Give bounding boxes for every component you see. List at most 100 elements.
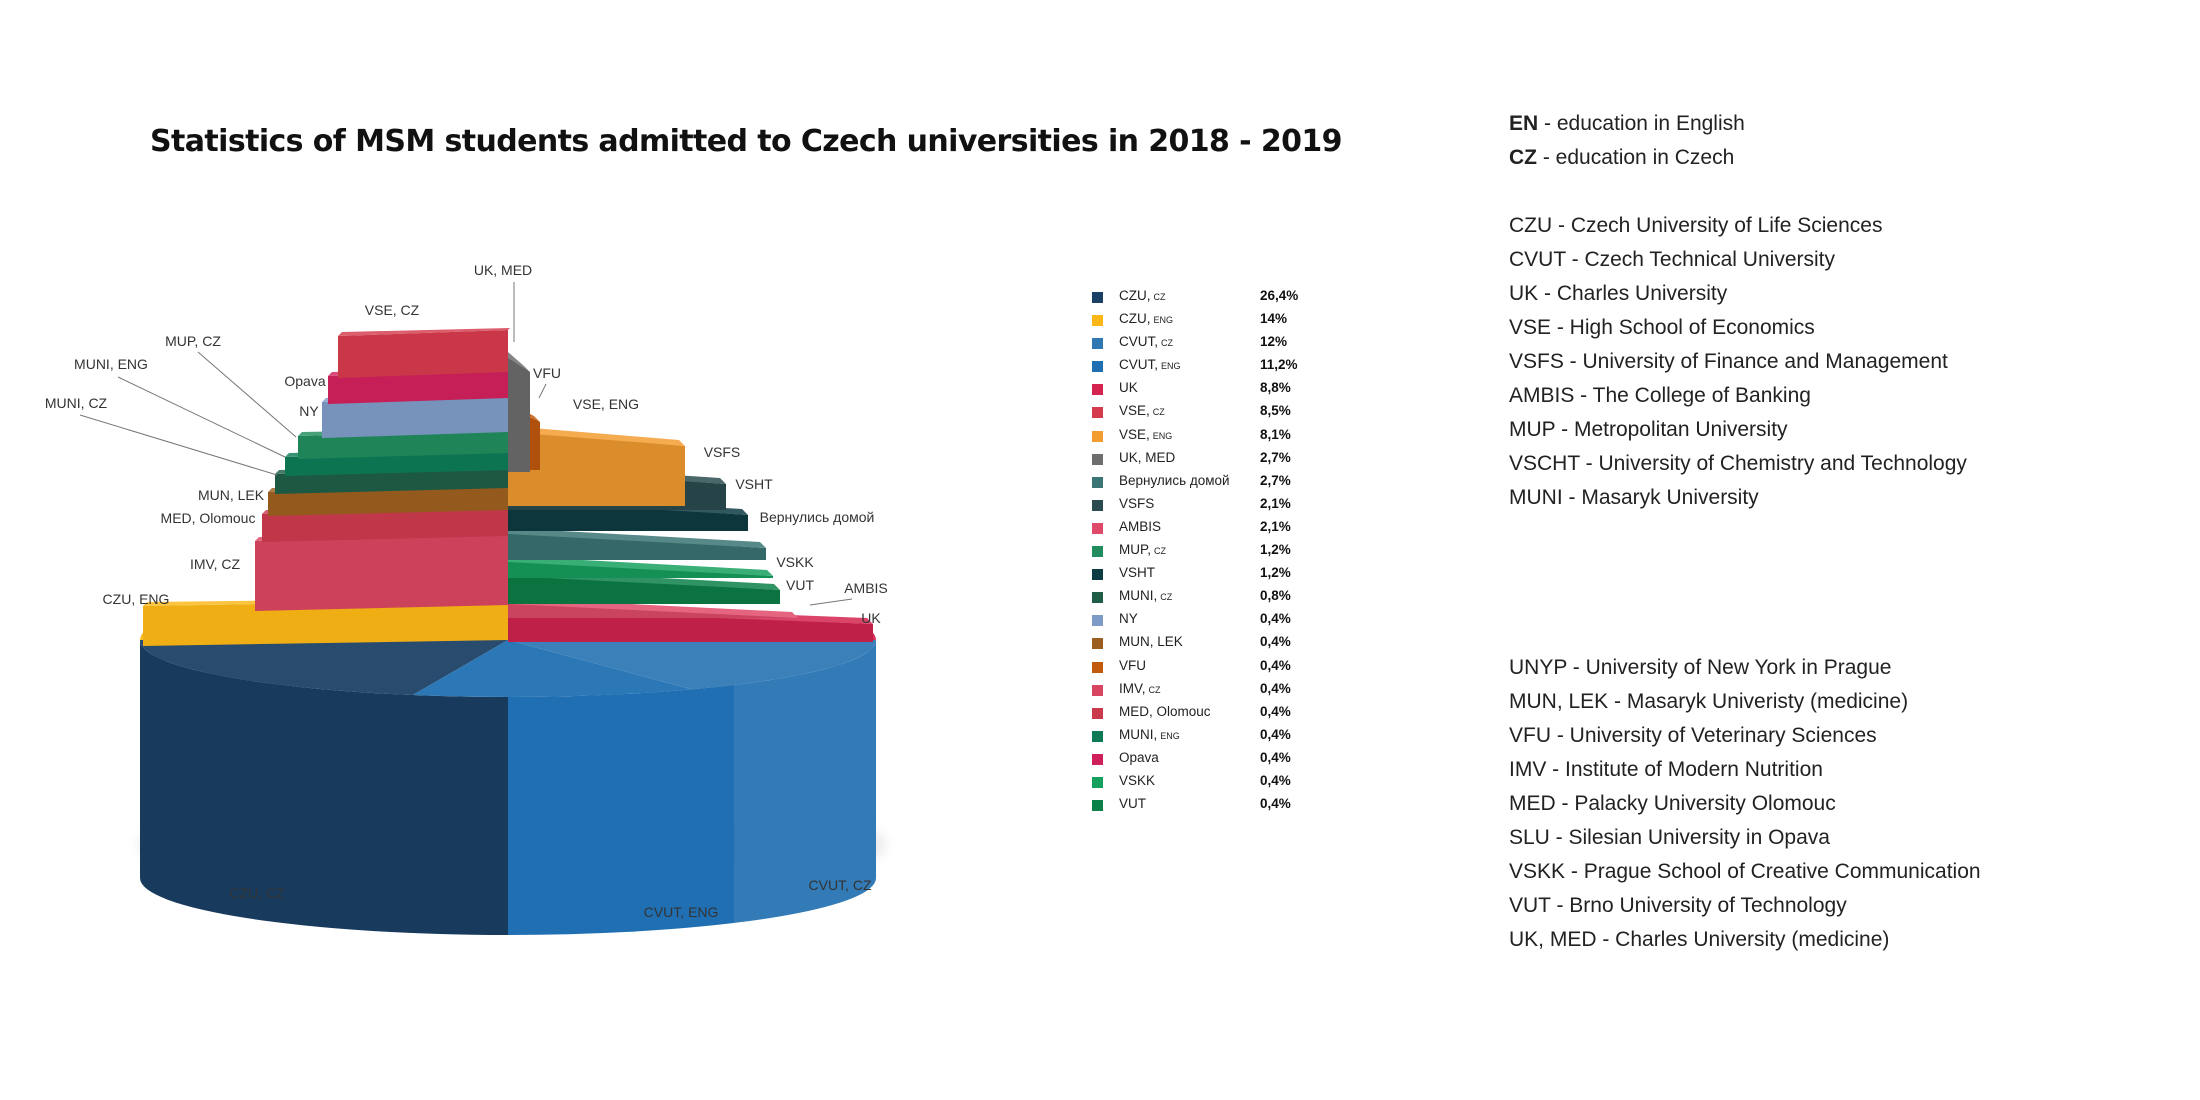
pie-label: VSHT bbox=[735, 476, 773, 492]
pie-chart: UK, MED VSE, CZ MUP, CZ MUNI, ENG Opava NY MUN… bbox=[45, 262, 888, 935]
pie-label: VSE, ENG bbox=[573, 396, 639, 412]
legend-value: 2,1% bbox=[1260, 518, 1291, 534]
glossary-line: UK - Charles University bbox=[1509, 282, 1728, 305]
legend-label: MUN, LEK bbox=[1119, 634, 1183, 650]
glossary-line: CZU - Czech University of Life Sciences bbox=[1509, 214, 1883, 237]
legend-item: MUNI, ENG 0,4% bbox=[1092, 726, 1332, 749]
legend-value: 1,2% bbox=[1260, 542, 1291, 558]
legend-swatch bbox=[1092, 384, 1103, 396]
pie-label: CZU, ENG bbox=[103, 591, 170, 607]
pie-label: VUT bbox=[786, 577, 814, 593]
pie-slice-imv-cz bbox=[255, 533, 510, 611]
glossary-line: MUN, LEK - Masaryk Univeristy (medicine) bbox=[1509, 690, 1909, 713]
pie-top-cvut-eng bbox=[412, 640, 692, 697]
legend-swatch bbox=[1092, 800, 1103, 812]
legend-label: VSFS bbox=[1119, 495, 1155, 511]
leader-line bbox=[117, 376, 286, 458]
legend-label: Вернулись домой bbox=[1119, 472, 1230, 488]
legend-value: 2,7% bbox=[1260, 449, 1291, 465]
legend-label: CZU, CZ bbox=[1119, 288, 1166, 303]
legend-label: MUNI, CZ bbox=[1119, 588, 1173, 604]
legend-label: UK bbox=[1119, 380, 1138, 396]
pie-label: VSKK bbox=[776, 554, 814, 570]
glossary-spacer bbox=[1509, 520, 1981, 656]
leader-line bbox=[809, 598, 853, 606]
chart-title: Statistics of MSM students admitted to C… bbox=[150, 124, 1343, 159]
legend-label: VSE, CZ bbox=[1119, 403, 1165, 419]
glossary-spacer bbox=[1509, 180, 1981, 214]
legend-label: CVUT, CZ bbox=[1119, 334, 1174, 350]
legend-value: 0,4% bbox=[1260, 703, 1291, 719]
glossary-block-more-universities: UNYP - University of New York in Prague M… bbox=[1509, 656, 1981, 962]
legend-item: UK, MED 2,7% bbox=[1092, 449, 1332, 472]
glossary-line: SLU - Silesian University in Opava bbox=[1509, 826, 1830, 849]
legend-label: VSHT bbox=[1119, 565, 1156, 581]
legend-value: 8,5% bbox=[1260, 403, 1291, 419]
legend-swatch bbox=[1092, 684, 1103, 696]
legend-item: UK 8,8% bbox=[1092, 379, 1332, 402]
pie-label: IMV, CZ bbox=[190, 556, 240, 572]
legend-swatch bbox=[1092, 338, 1103, 350]
pie-label: VFU bbox=[533, 365, 561, 381]
leader-line bbox=[538, 383, 547, 399]
legend-swatch bbox=[1092, 546, 1103, 558]
legend-value: 0,4% bbox=[1260, 796, 1291, 812]
legend-swatch bbox=[1092, 522, 1103, 534]
legend-label: VUT bbox=[1119, 796, 1146, 812]
pie-label: CVUT, ENG bbox=[644, 904, 719, 920]
glossary-line: CVUT - Czech Technical University bbox=[1509, 248, 1835, 271]
glossary-language-line: EN - education in English bbox=[1509, 112, 1745, 135]
legend-label: VSE, ENG bbox=[1119, 426, 1173, 442]
pie-slice-- bbox=[508, 528, 766, 560]
legend-item: Opava 0,4% bbox=[1092, 749, 1332, 772]
legend-item: MED, Olomouc 0,4% bbox=[1092, 703, 1332, 726]
legend-swatch bbox=[1092, 730, 1103, 742]
glossary-line: VUT - Brno University of Technology bbox=[1509, 894, 1847, 917]
legend-label: IMV, CZ bbox=[1119, 680, 1161, 696]
glossary-line: VSCHT - University of Chemistry and Tech… bbox=[1509, 452, 1967, 475]
glossary-line: VFU - University of Veterinary Sciences bbox=[1509, 724, 1877, 747]
glossary-line: IMV - Institute of Modern Nutrition bbox=[1509, 758, 1823, 781]
glossary-line: UNYP - University of New York in Prague bbox=[1509, 656, 1892, 679]
pie-label: Opava bbox=[284, 373, 325, 389]
glossary-language-line: CZ - education in Czech bbox=[1509, 146, 1735, 169]
legend-value: 0,4% bbox=[1260, 611, 1291, 627]
legend-value: 11,2% bbox=[1260, 357, 1298, 373]
legend-label: Opava bbox=[1119, 749, 1159, 765]
glossary-language-notes: EN - education in English CZ - education … bbox=[1509, 112, 1981, 180]
pie-labels: UK, MED VSE, CZ MUP, CZ MUNI, ENG Opava NY MUN… bbox=[45, 262, 888, 920]
pie-label: VSE, CZ bbox=[365, 302, 420, 318]
legend-swatch bbox=[1092, 592, 1103, 604]
legend-swatch bbox=[1092, 776, 1103, 788]
legend-swatch bbox=[1092, 753, 1103, 765]
glossary-line: MUP - Metropolitan University bbox=[1509, 418, 1788, 441]
legend-swatch bbox=[1092, 361, 1103, 373]
legend-item: VSE, ENG 8,1% bbox=[1092, 426, 1332, 449]
pie-side-cvut-cz bbox=[734, 640, 876, 923]
legend-value: 8,1% bbox=[1260, 426, 1291, 442]
legend-value: 0,4% bbox=[1260, 657, 1291, 673]
legend-swatch bbox=[1092, 569, 1103, 581]
legend-swatch bbox=[1092, 407, 1103, 419]
legend-item: CZU, CZ 26,4% bbox=[1092, 287, 1332, 310]
pie-label: CZU, CZ bbox=[229, 885, 285, 901]
pie-label: UK bbox=[861, 610, 881, 626]
legend-item: VSE, CZ 8,5% bbox=[1092, 402, 1332, 425]
legend-value: 0,8% bbox=[1260, 588, 1291, 604]
legend-item: Вернулись домой 2,7% bbox=[1092, 472, 1332, 495]
legend-item: VSHT 1,2% bbox=[1092, 564, 1332, 587]
legend-item: VSKK 0,4% bbox=[1092, 772, 1332, 795]
legend: CZU, CZ 26,4% CZU, ENG 14% CVUT, CZ 12% CVUT, ENG 1… bbox=[1092, 287, 1332, 818]
legend-value: 0,4% bbox=[1260, 680, 1291, 696]
legend-value: 0,4% bbox=[1260, 749, 1291, 765]
pie-top-cvut-cz bbox=[508, 640, 876, 690]
pie-top-czu-cz bbox=[140, 640, 508, 696]
glossary-line: VSFS - University of Finance and Managem… bbox=[1509, 350, 1948, 373]
pie-label: MUP, CZ bbox=[165, 333, 221, 349]
glossary-line: MUNI - Masaryk University bbox=[1509, 486, 1759, 509]
legend-swatch bbox=[1092, 661, 1103, 673]
pie-label: MUNI, ENG bbox=[74, 356, 148, 372]
legend-item: CVUT, ENG 11,2% bbox=[1092, 356, 1332, 379]
pie-label: CVUT, CZ bbox=[809, 877, 872, 893]
pie-side-czu-cz bbox=[140, 640, 508, 935]
